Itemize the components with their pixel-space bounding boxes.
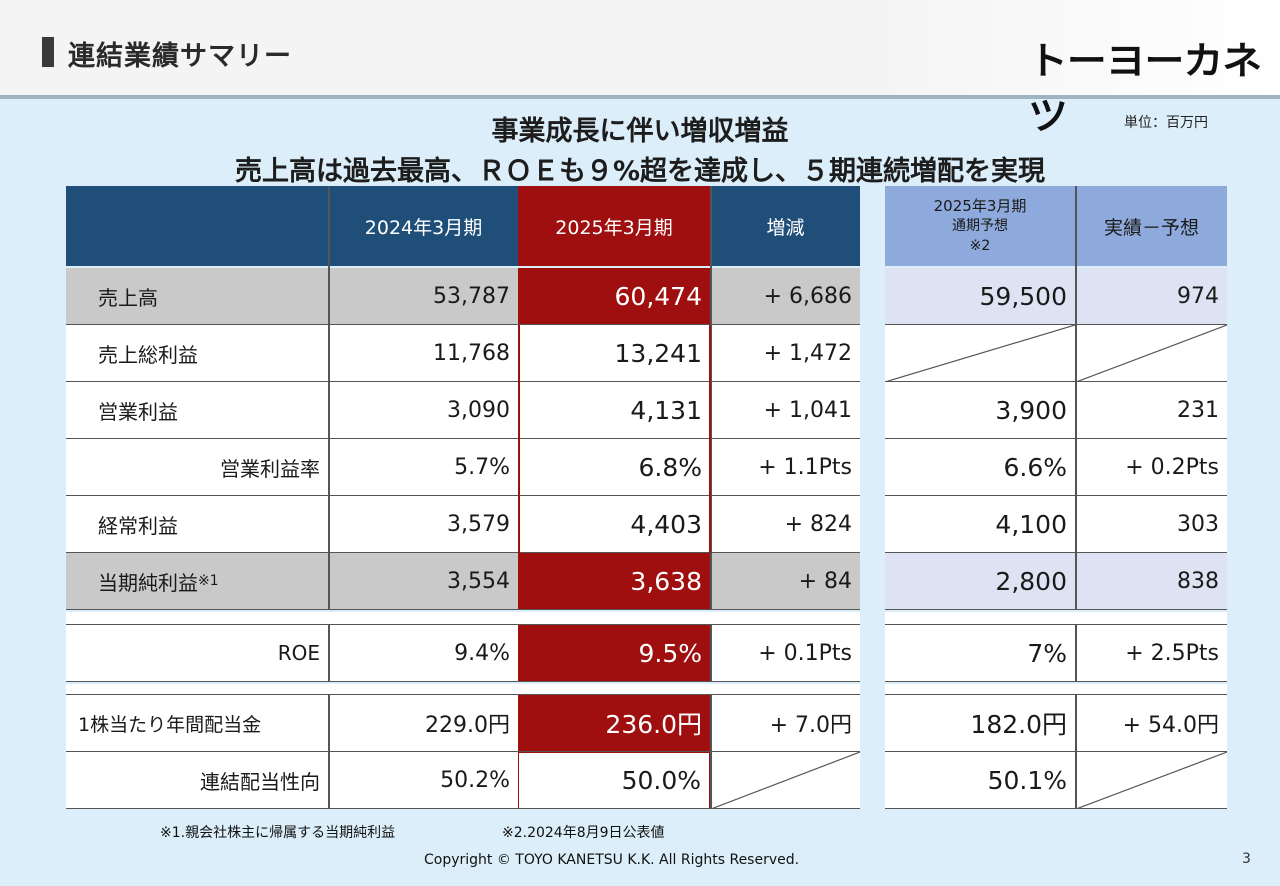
highlight-border: [709, 325, 711, 553]
cell-prev: 3,579: [329, 496, 518, 553]
header-bar: [0, 0, 1280, 95]
cell-curr: 236.0円: [518, 695, 710, 752]
cell-forecast: 2,800: [885, 553, 1075, 610]
cell-prev: 3,090: [329, 382, 518, 439]
page-title: 連結業績サマリー: [68, 41, 292, 72]
page-number: 3: [1242, 851, 1251, 867]
cell-curr: 4,131: [518, 382, 710, 439]
grid-line: [1075, 186, 1077, 610]
headline-line-2: 売上高は過去最高、ＲＯＥも９%超を達成し、５期連続増配を実現: [234, 156, 1046, 187]
cell-curr: 60,474: [518, 268, 710, 325]
grid-line: [328, 186, 330, 610]
cell-forecast: 182.0円: [885, 695, 1075, 752]
grid-line: [1075, 625, 1077, 682]
cell-vs: 231: [1076, 382, 1227, 439]
row-label-sales: 売上高: [66, 268, 328, 325]
cell-vs: + 2.5Pts: [1076, 625, 1227, 682]
header-change: 増減: [711, 186, 860, 266]
row-label-gross-profit: 売上総利益: [66, 325, 328, 382]
grid-line: [328, 625, 330, 682]
row-label-operating-margin: 営業利益率: [66, 439, 328, 496]
cell-diff: + 1.1Pts: [711, 439, 860, 496]
footnote-2: ※2.2024年8月9日公表値: [502, 825, 665, 841]
cell-curr: 3,638: [518, 553, 710, 610]
cell-vs: + 54.0円: [1076, 695, 1227, 752]
grid-line: [328, 695, 330, 809]
header-forecast: 2025年3月期 通期予想 ※2: [885, 186, 1075, 266]
net-income-label: 当期純利益: [98, 570, 198, 595]
cell-prev: 9.4%: [329, 625, 518, 682]
cell-vs: 838: [1076, 553, 1227, 610]
spacer-row: [66, 612, 860, 625]
header-divider: [0, 95, 1280, 99]
cell-vs: 303: [1076, 496, 1227, 553]
diagonal-strike: [711, 752, 860, 809]
cell-curr: 50.0%: [518, 752, 710, 809]
header-forecast-label: 通期予想: [952, 218, 1008, 234]
cell-prev: 5.7%: [329, 439, 518, 496]
header-forecast-note: ※2: [969, 238, 991, 254]
row-label-ordinary-profit: 経常利益: [66, 496, 328, 553]
cell-prev: 3,554: [329, 553, 518, 610]
row-label-dividend: 1株当たり年間配当金: [66, 695, 328, 752]
header-blank: [66, 186, 328, 266]
cell-diff: + 84: [711, 553, 860, 610]
cell-forecast: 50.1%: [885, 752, 1075, 809]
cell-forecast: 6.6%: [885, 439, 1075, 496]
cell-vs: + 0.2Pts: [1076, 439, 1227, 496]
net-income-note: ※1: [198, 573, 219, 589]
grid-line: [710, 695, 712, 809]
cell-prev: 53,787: [329, 268, 518, 325]
row-label-roe: ROE: [66, 625, 328, 682]
row-label-net-income: 当期純利益 ※1: [66, 553, 328, 610]
cell-diff: + 824: [711, 496, 860, 553]
cell-curr: 9.5%: [518, 625, 710, 682]
cell-diff: + 7.0円: [711, 695, 860, 752]
spacer-row: [66, 684, 860, 695]
header-current-year: 2025年3月期: [518, 186, 710, 266]
cell-diff: + 0.1Pts: [711, 625, 860, 682]
cell-forecast: 3,900: [885, 382, 1075, 439]
cell-diff: + 1,472: [711, 325, 860, 382]
cell-prev: 50.2%: [329, 752, 518, 809]
cell-forecast: 7%: [885, 625, 1075, 682]
cell-forecast: 4,100: [885, 496, 1075, 553]
cell-curr: 6.8%: [518, 439, 710, 496]
cell-vs: 974: [1076, 268, 1227, 325]
headline-line-1: 事業成長に伴い増収増益: [491, 116, 789, 147]
highlight-border: [518, 325, 520, 553]
cell-prev: 11,768: [329, 325, 518, 382]
cell-forecast: 59,500: [885, 268, 1075, 325]
header-forecast-period: 2025年3月期: [933, 197, 1027, 215]
header-prev-year: 2024年3月期: [329, 186, 518, 266]
grid-line: [710, 186, 712, 610]
cell-curr: 13,241: [518, 325, 710, 382]
copyright: Copyright © TOYO KANETSU K.K. All Rights…: [424, 852, 800, 868]
row-label-payout-ratio: 連結配当性向: [66, 752, 328, 809]
cell-curr: 4,403: [518, 496, 710, 553]
diagonal-strike: [1076, 325, 1227, 382]
footnote-1: ※1.親会社株主に帰属する当期純利益: [160, 825, 396, 841]
unit-label: 単位：百万円: [1124, 115, 1208, 131]
header-actual-vs-forecast: 実績－予想: [1076, 186, 1227, 266]
cell-diff: + 1,041: [711, 382, 860, 439]
spacer-row: [885, 612, 1227, 625]
grid-line: [710, 625, 712, 682]
grid-line: [1075, 695, 1077, 809]
spacer-row: [885, 684, 1227, 695]
diagonal-strike: [1076, 752, 1227, 809]
cell-diff: + 6,686: [711, 268, 860, 325]
diagonal-strike: [885, 325, 1075, 382]
title-marker: [42, 37, 54, 67]
cell-prev: 229.0円: [329, 695, 518, 752]
row-label-operating-profit: 営業利益: [66, 382, 328, 439]
company-logo: トーヨーカネツ: [1028, 39, 1262, 138]
